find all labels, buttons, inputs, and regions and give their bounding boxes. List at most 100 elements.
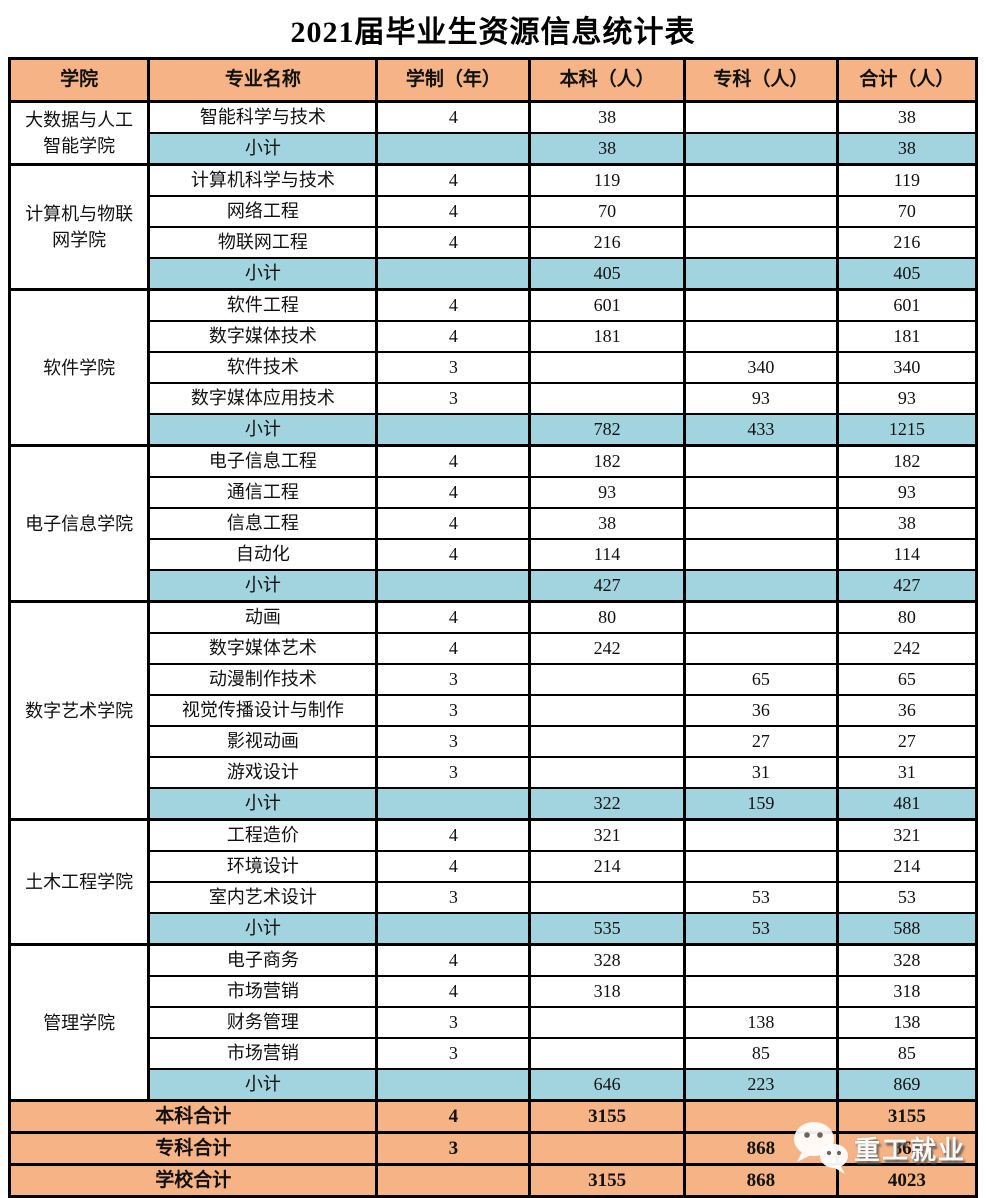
- summary-college-level-cell: [682, 1099, 839, 1134]
- major-row: 土木工程学院 工程造价 4 321 321: [7, 818, 979, 946]
- summary-undergrad-cell: 3155: [528, 1099, 686, 1134]
- total-cell: 38: [835, 507, 979, 540]
- years-cell: 4: [375, 288, 532, 322]
- years-cell: 4: [375, 632, 532, 665]
- major-name-cell: 数字媒体艺术: [147, 632, 379, 665]
- years-cell: 4: [375, 100, 532, 134]
- undergrad-cell: 38: [528, 100, 686, 134]
- subtotal-row: 小计 38 38: [10, 132, 979, 166]
- undergrad-cell: [528, 382, 686, 415]
- total-cell: 119: [835, 163, 979, 197]
- years-cell: 3: [375, 382, 532, 415]
- college-cell: 土木工程学院: [7, 818, 151, 946]
- years-cell: 4: [375, 195, 532, 228]
- major-name-cell: 游戏设计: [147, 756, 379, 789]
- col-header-college-level: 专科（人）: [682, 57, 839, 103]
- college-level-cell: [682, 444, 839, 478]
- total-cell: 242: [835, 632, 979, 665]
- subtotal-label-cell: 小计: [147, 569, 379, 603]
- undergrad-cell: 119: [528, 163, 686, 197]
- college-level-cell: [682, 195, 839, 228]
- years-cell: 4: [375, 818, 532, 852]
- subtotal-years-cell: [375, 787, 532, 821]
- total-cell: 70: [835, 195, 979, 228]
- major-name-cell: 网络工程: [147, 195, 379, 228]
- major-name-cell: 财务管理: [147, 1006, 379, 1039]
- total-cell: 27: [835, 725, 979, 758]
- college-level-cell: [682, 632, 839, 665]
- major-row: 动漫制作技术 3 65 65: [10, 663, 979, 696]
- table-body: 大数据与人工智能学院 智能科学与技术 4 38 38 小计 38 38 计算机与物联网学院 计算机…: [7, 100, 979, 1198]
- major-name-cell: 软件技术: [147, 351, 379, 384]
- summary-undergrad-cell: [528, 1131, 686, 1166]
- subtotal-years-cell: [375, 1068, 532, 1102]
- years-cell: 4: [375, 975, 532, 1008]
- years-cell: 4: [375, 850, 532, 883]
- years-cell: 3: [375, 663, 532, 696]
- undergrad-cell: 70: [528, 195, 686, 228]
- major-name-cell: 电子信息工程: [147, 444, 379, 478]
- major-row: 大数据与人工智能学院 智能科学与技术 4 38 38: [7, 100, 979, 166]
- total-cell: 318: [835, 975, 979, 1008]
- total-cell: 31: [835, 756, 979, 789]
- table-header: 学院 专业名称 学制（年） 本科（人） 专科（人） 合计（人）: [7, 57, 979, 103]
- major-name-cell: 电子商务: [147, 943, 379, 977]
- college-level-cell: 85: [682, 1037, 839, 1070]
- subtotal-row: 小计 782 433 1215: [10, 413, 979, 447]
- college-level-cell: [682, 100, 839, 134]
- subtotal-total-cell: 1215: [835, 413, 979, 447]
- years-cell: 4: [375, 163, 532, 197]
- major-name-cell: 数字媒体技术: [147, 320, 379, 353]
- major-name-cell: 环境设计: [147, 850, 379, 883]
- college-level-cell: [682, 476, 839, 509]
- college-level-cell: [682, 163, 839, 197]
- college-level-cell: 27: [682, 725, 839, 758]
- major-name-cell: 信息工程: [147, 507, 379, 540]
- major-row: 财务管理 3 138 138: [10, 1006, 979, 1039]
- major-row: 数字媒体应用技术 3 93 93: [10, 382, 979, 415]
- major-row: 影视动画 3 27 27: [10, 725, 979, 758]
- subtotal-years-cell: [375, 569, 532, 603]
- college-level-cell: [682, 975, 839, 1008]
- subtotal-undergrad-cell: 405: [528, 257, 686, 291]
- summary-total-cell: 3155: [835, 1099, 979, 1134]
- summary-years-cell: [375, 1163, 532, 1198]
- undergrad-cell: 601: [528, 288, 686, 322]
- subtotal-years-cell: [375, 257, 532, 291]
- major-row: 电子信息学院 电子信息工程 4 182 182: [7, 444, 979, 603]
- subtotal-total-cell: 869: [835, 1068, 979, 1102]
- subtotal-label-cell: 小计: [147, 413, 379, 447]
- subtotal-college-level-cell: 53: [682, 912, 839, 946]
- major-row: 环境设计 4 214 214: [10, 850, 979, 883]
- college-level-cell: 53: [682, 881, 839, 914]
- subtotal-college-level-cell: [682, 132, 839, 166]
- subtotal-label-cell: 小计: [147, 132, 379, 166]
- total-cell: 216: [835, 226, 979, 259]
- summary-label-cell: 本科合计: [7, 1099, 379, 1134]
- undergrad-cell: 214: [528, 850, 686, 883]
- total-cell: 114: [835, 538, 979, 571]
- col-header-major: 专业名称: [147, 57, 379, 103]
- college-cell: 管理学院: [7, 943, 151, 1102]
- subtotal-undergrad-cell: 646: [528, 1068, 686, 1102]
- years-cell: 4: [375, 476, 532, 509]
- undergrad-cell: [528, 1037, 686, 1070]
- total-cell: 80: [835, 600, 979, 634]
- college-level-cell: [682, 226, 839, 259]
- major-name-cell: 市场营销: [147, 975, 379, 1008]
- header-row: 学院 专业名称 学制（年） 本科（人） 专科（人） 合计（人）: [7, 57, 979, 103]
- summary-row: 学校合计 3155 868 4023: [7, 1163, 979, 1198]
- major-row: 数字媒体艺术 4 242 242: [10, 632, 979, 665]
- total-cell: 138: [835, 1006, 979, 1039]
- years-cell: 4: [375, 507, 532, 540]
- years-cell: 4: [375, 943, 532, 977]
- college-cell: 电子信息学院: [7, 444, 151, 603]
- years-cell: 3: [375, 351, 532, 384]
- subtotal-college-level-cell: 433: [682, 413, 839, 447]
- years-cell: 4: [375, 320, 532, 353]
- undergrad-cell: 80: [528, 600, 686, 634]
- undergrad-cell: 114: [528, 538, 686, 571]
- major-row: 通信工程 4 93 93: [10, 476, 979, 509]
- total-cell: 85: [835, 1037, 979, 1070]
- col-header-college: 学院: [7, 57, 151, 103]
